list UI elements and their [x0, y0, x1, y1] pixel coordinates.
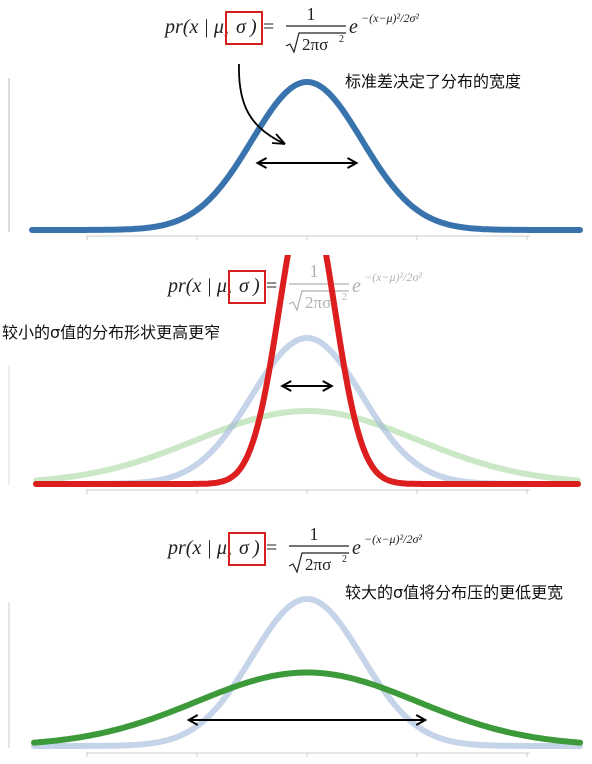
sigma-highlight-box	[228, 532, 266, 566]
formula-suffix: ) =	[252, 537, 278, 559]
formula-exponent: −(x−μ)²/2σ²	[364, 532, 422, 546]
formula-prefix: pr(x | μ,	[166, 537, 232, 559]
curves	[29, 79, 583, 233]
formula-suffix: ) =	[249, 16, 275, 38]
width-arrow-head	[415, 714, 428, 726]
axis-ticks	[86, 753, 528, 757]
formula-sigma: σ	[239, 275, 250, 297]
pointer-arrow	[238, 63, 286, 145]
formula-base: e	[352, 275, 361, 297]
sigma-highlight-box	[228, 270, 266, 304]
formula-suffix: ) =	[252, 275, 278, 297]
panel-large-sigma: pr(x | μ, σ ) = 1 2πσ 2 e −(x−μ)²/2σ² 较大…	[0, 510, 592, 764]
formula: pr(x | μ, σ ) = 1 2πσ 2 e −(x−μ)²/2σ²	[166, 524, 422, 574]
width-arrow	[280, 380, 334, 392]
formula: pr(x | μ, σ ) = 1 2πσ 2 e −(x−μ)²/2σ²	[166, 261, 422, 312]
gaussian-curve-sigma-1	[31, 596, 583, 749]
curves	[31, 596, 583, 749]
sqrt-sign	[288, 290, 349, 312]
formula-prefix: pr(x | μ,	[166, 275, 232, 297]
sigma-highlight-box	[225, 11, 263, 45]
formula-prefix: pr(x | μ,	[163, 16, 229, 38]
panel-width: pr(x | μ, σ ) = 1 2πσ 2 e −(x−μ)²/2σ² 标准…	[0, 0, 592, 250]
width-arrow-head	[280, 380, 292, 392]
formula-numerator: 1	[310, 261, 319, 281]
gaussian-curve-sigma-2	[33, 408, 581, 484]
panel-width-svg: pr(x | μ, σ ) = 1 2πσ 2 e −(x−μ)²/2σ² 标准…	[8, 4, 583, 240]
sqrt-sign	[285, 32, 346, 54]
formula-denominator-exp: 2	[339, 34, 344, 45]
curves	[33, 255, 581, 487]
gaussian-curve-sigma-0_5	[33, 255, 581, 487]
width-arrow-head	[322, 380, 334, 392]
formula-sigma: σ	[239, 537, 250, 559]
formula-numerator: 1	[307, 4, 316, 24]
width-arrow	[186, 714, 428, 726]
formula-sigma: σ	[236, 16, 247, 38]
width-arrow-head	[186, 714, 199, 726]
formula-denominator-exp: 2	[342, 292, 347, 303]
formula-denominator-exp: 2	[342, 554, 347, 565]
formula-base: e	[352, 537, 361, 559]
pointer-arrowhead	[271, 133, 286, 145]
width-arrow-head	[347, 157, 359, 169]
formula-denominator: 2πσ	[302, 35, 328, 54]
formula-denominator: 2πσ	[305, 555, 331, 574]
formula-denominator: 2πσ	[305, 293, 331, 312]
caption: 较大的σ值将分布压的更低更宽	[345, 583, 563, 602]
formula: pr(x | μ, σ ) = 1 2πσ 2 e −(x−μ)²/2σ²	[163, 4, 419, 54]
panel-small-sigma: pr(x | μ, σ ) = 1 2πσ 2 e −(x−μ)²/2σ² 较小…	[0, 255, 592, 505]
caption: 标准差决定了分布的宽度	[345, 72, 521, 91]
gaussian-curve-sigma-2	[31, 669, 583, 746]
width-arrow	[255, 157, 359, 169]
formula-exponent: −(x−μ)²/2σ²	[361, 11, 419, 25]
formula-base: e	[349, 16, 358, 38]
panel-small-sigma-svg: pr(x | μ, σ ) = 1 2πσ 2 e −(x−μ)²/2σ² 较小…	[2, 255, 581, 494]
gaussian-curve-sigma-1	[29, 79, 583, 233]
width-arrow-head	[255, 157, 267, 169]
caption: 较小的σ值的分布形状更高更窄	[2, 323, 220, 342]
axis-ticks	[86, 490, 528, 494]
formula-numerator: 1	[310, 524, 319, 544]
panel-large-sigma-svg: pr(x | μ, σ ) = 1 2πσ 2 e −(x−μ)²/2σ² 较大…	[8, 524, 583, 757]
sqrt-sign	[288, 552, 349, 574]
axis-ticks	[86, 236, 528, 240]
formula-exponent: −(x−μ)²/2σ²	[364, 270, 422, 284]
